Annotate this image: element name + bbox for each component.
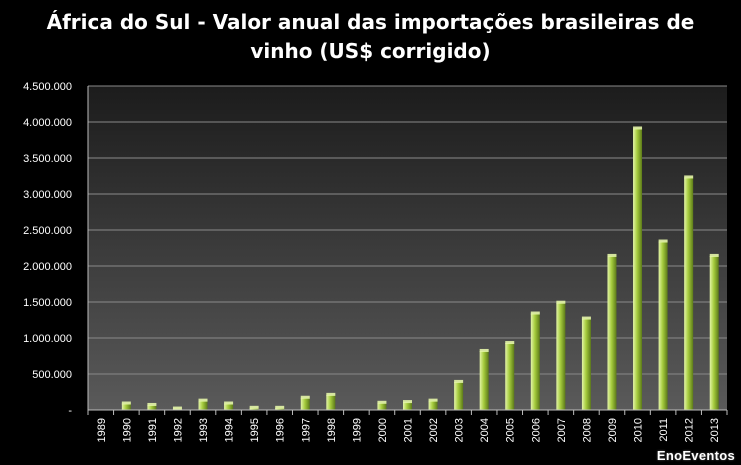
y-tick-label: 2.500.000 xyxy=(23,225,72,237)
bar-1996 xyxy=(275,405,285,410)
y-tick-label: - xyxy=(68,405,72,417)
y-tick-label: 3.500.000 xyxy=(23,153,72,165)
chart-title-line-1: África do Sul - Valor anual das importaç… xyxy=(46,10,695,34)
x-tick-label: 2010 xyxy=(633,418,645,442)
bar-2013 xyxy=(709,253,719,410)
bar-1994 xyxy=(224,401,234,410)
x-tick-label: 1996 xyxy=(275,418,287,442)
x-tick-label: 1993 xyxy=(198,418,210,442)
x-tick-label: 2004 xyxy=(479,418,491,442)
chart-title: África do Sul - Valor anual das importaç… xyxy=(0,8,741,66)
plot-area xyxy=(88,86,727,410)
watermark-logo: EnoEventos xyxy=(656,448,735,463)
x-tick-label: 2007 xyxy=(556,418,568,442)
x-tick-label: 1999 xyxy=(351,418,363,442)
bar-1995 xyxy=(249,405,259,410)
x-tick-label: 1990 xyxy=(121,418,133,442)
x-tick-label: 2013 xyxy=(709,418,721,442)
bar-2009 xyxy=(607,253,617,410)
bar-1997 xyxy=(300,395,310,410)
bar-2010 xyxy=(633,126,643,411)
bar-2000 xyxy=(377,400,387,410)
x-tick-label: 2011 xyxy=(658,418,670,442)
x-tick-label: 2003 xyxy=(454,418,466,442)
x-tick-label: 2008 xyxy=(581,418,593,442)
x-tick-label: 2012 xyxy=(684,418,696,442)
bar-2006 xyxy=(530,311,540,410)
x-tick-label: 1994 xyxy=(224,418,236,442)
chart-title-line-2: vinho (US$ corrigido) xyxy=(250,39,491,63)
x-tick-label: 2000 xyxy=(377,418,389,442)
bar-1991 xyxy=(147,402,157,410)
bar-2008 xyxy=(581,316,591,410)
bar-2007 xyxy=(556,300,566,410)
bar-2011 xyxy=(658,239,668,410)
x-tick-label: 2005 xyxy=(505,418,517,442)
bar-1990 xyxy=(121,401,131,410)
x-tick-label: 1995 xyxy=(249,418,261,442)
y-tick-label: 3.000.000 xyxy=(23,189,72,201)
x-tick-label: 1989 xyxy=(96,418,108,442)
bar-1992 xyxy=(172,406,182,410)
y-tick-label: 500.000 xyxy=(32,369,72,381)
y-tick-label: 4.500.000 xyxy=(23,81,72,93)
x-tick-label: 2002 xyxy=(428,418,440,442)
x-tick-label: 1991 xyxy=(147,418,159,442)
bar-2012 xyxy=(684,175,694,410)
x-tick-label: 1998 xyxy=(326,418,338,442)
y-tick-label: 4.000.000 xyxy=(23,117,72,129)
bar-1998 xyxy=(326,392,336,410)
bar-2002 xyxy=(428,398,438,410)
x-tick-label: 2009 xyxy=(607,418,619,442)
bar-2005 xyxy=(505,341,515,410)
y-tick-label: 2.000.000 xyxy=(23,261,72,273)
y-tick-label: 1.500.000 xyxy=(23,297,72,309)
x-tick-label: 1992 xyxy=(172,418,184,442)
x-tick-label: 2006 xyxy=(530,418,542,442)
bar-2001 xyxy=(403,400,412,410)
y-tick-label: 1.000.000 xyxy=(23,333,72,345)
bar-2004 xyxy=(479,348,489,410)
bar-2003 xyxy=(454,379,464,410)
x-tick-label: 1997 xyxy=(300,418,312,442)
x-tick-label: 2001 xyxy=(403,418,415,442)
bar-1993 xyxy=(198,398,208,410)
